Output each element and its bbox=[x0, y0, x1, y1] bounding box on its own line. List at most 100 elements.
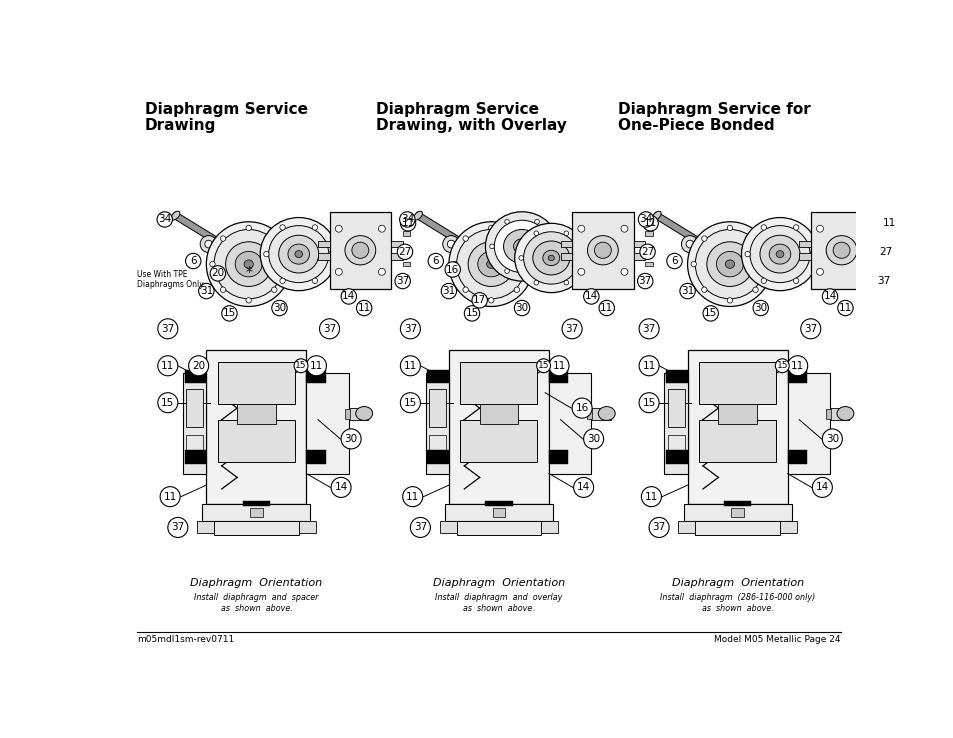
Ellipse shape bbox=[260, 218, 336, 291]
Bar bbox=[540, 521, 558, 533]
Circle shape bbox=[639, 356, 659, 376]
Bar bbox=[731, 508, 743, 517]
Bar bbox=[787, 450, 806, 464]
Bar bbox=[456, 521, 540, 535]
Ellipse shape bbox=[549, 244, 554, 249]
Circle shape bbox=[514, 300, 529, 316]
Bar bbox=[780, 521, 796, 533]
Text: Use With TPE
Diaphragms Only: Use With TPE Diaphragms Only bbox=[137, 269, 204, 289]
Ellipse shape bbox=[533, 241, 569, 275]
Circle shape bbox=[400, 319, 420, 339]
Ellipse shape bbox=[542, 250, 559, 266]
Ellipse shape bbox=[263, 252, 269, 257]
Ellipse shape bbox=[279, 225, 285, 230]
Ellipse shape bbox=[793, 225, 798, 230]
Text: 34: 34 bbox=[158, 215, 172, 224]
Text: 15: 15 bbox=[537, 362, 549, 370]
Text: 11: 11 bbox=[357, 303, 371, 313]
Ellipse shape bbox=[695, 230, 763, 299]
Ellipse shape bbox=[816, 269, 822, 275]
Bar bbox=[197, 521, 213, 533]
Bar bbox=[548, 370, 568, 384]
Text: *: * bbox=[245, 265, 252, 279]
Text: 37: 37 bbox=[395, 276, 409, 286]
Ellipse shape bbox=[171, 211, 180, 220]
Circle shape bbox=[821, 429, 841, 449]
Text: 11: 11 bbox=[401, 218, 415, 228]
Ellipse shape bbox=[205, 241, 213, 248]
Bar bbox=[391, 241, 402, 247]
Ellipse shape bbox=[762, 261, 768, 267]
Text: 37: 37 bbox=[414, 523, 427, 532]
Circle shape bbox=[221, 306, 237, 321]
Bar bbox=[427, 450, 449, 464]
Circle shape bbox=[402, 486, 422, 507]
Circle shape bbox=[395, 273, 410, 289]
Text: 11: 11 bbox=[644, 492, 658, 502]
Ellipse shape bbox=[200, 235, 217, 252]
Text: m05mdl1sm-rev0711: m05mdl1sm-rev0711 bbox=[137, 635, 234, 644]
Text: 31: 31 bbox=[680, 286, 694, 296]
Bar bbox=[185, 370, 206, 384]
Ellipse shape bbox=[752, 287, 758, 292]
Ellipse shape bbox=[726, 225, 732, 231]
Text: 11: 11 bbox=[310, 361, 323, 370]
Bar bbox=[306, 373, 349, 474]
Ellipse shape bbox=[700, 287, 706, 292]
Ellipse shape bbox=[199, 455, 205, 461]
Text: 16: 16 bbox=[575, 403, 588, 413]
Bar bbox=[329, 212, 391, 289]
Circle shape bbox=[811, 477, 831, 497]
Ellipse shape bbox=[468, 242, 514, 286]
Bar bbox=[439, 521, 456, 533]
Ellipse shape bbox=[282, 261, 287, 267]
Circle shape bbox=[157, 212, 172, 227]
Circle shape bbox=[638, 212, 653, 227]
Text: 20: 20 bbox=[192, 361, 205, 370]
Ellipse shape bbox=[514, 287, 519, 292]
Text: 37: 37 bbox=[877, 276, 890, 286]
Bar bbox=[548, 450, 568, 464]
Ellipse shape bbox=[213, 230, 283, 299]
Ellipse shape bbox=[523, 232, 578, 284]
Text: 15: 15 bbox=[161, 398, 174, 407]
Circle shape bbox=[341, 429, 361, 449]
Circle shape bbox=[561, 319, 581, 339]
Ellipse shape bbox=[726, 297, 732, 303]
Bar bbox=[460, 420, 537, 462]
Ellipse shape bbox=[563, 280, 568, 285]
Text: 31: 31 bbox=[442, 286, 455, 296]
Circle shape bbox=[775, 359, 788, 373]
Text: 27: 27 bbox=[398, 246, 411, 257]
Ellipse shape bbox=[760, 235, 800, 273]
Text: 15: 15 bbox=[295, 362, 307, 370]
Circle shape bbox=[331, 477, 351, 497]
Circle shape bbox=[157, 319, 177, 339]
Ellipse shape bbox=[620, 225, 627, 232]
Circle shape bbox=[639, 393, 659, 413]
Bar bbox=[237, 404, 275, 424]
Text: 31: 31 bbox=[199, 286, 213, 296]
Bar bbox=[572, 212, 633, 289]
Ellipse shape bbox=[809, 252, 814, 257]
Ellipse shape bbox=[620, 269, 627, 275]
Text: 37: 37 bbox=[322, 324, 335, 334]
Bar bbox=[391, 253, 402, 260]
Text: 15: 15 bbox=[403, 398, 416, 407]
Ellipse shape bbox=[188, 454, 197, 463]
Ellipse shape bbox=[587, 235, 618, 265]
Text: 37: 37 bbox=[171, 523, 184, 532]
Circle shape bbox=[272, 300, 287, 316]
Bar bbox=[425, 373, 449, 474]
Ellipse shape bbox=[449, 222, 533, 306]
Ellipse shape bbox=[668, 454, 678, 463]
Bar bbox=[695, 521, 780, 535]
Ellipse shape bbox=[485, 212, 558, 281]
Circle shape bbox=[396, 244, 413, 260]
Ellipse shape bbox=[477, 252, 504, 277]
Text: 14: 14 bbox=[815, 483, 828, 492]
Bar bbox=[665, 450, 687, 464]
Ellipse shape bbox=[489, 244, 494, 249]
Ellipse shape bbox=[312, 225, 317, 230]
Ellipse shape bbox=[760, 278, 765, 283]
